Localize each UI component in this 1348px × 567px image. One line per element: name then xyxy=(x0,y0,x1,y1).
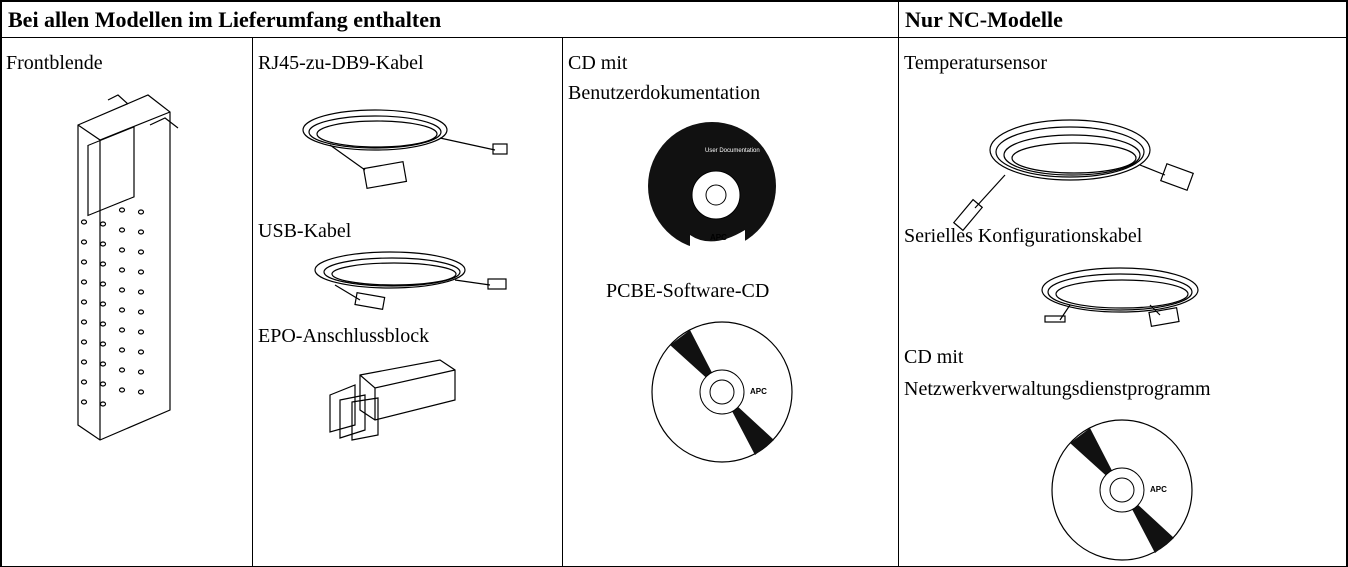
vent-hole xyxy=(80,259,88,265)
vent-hole xyxy=(137,309,145,315)
disc-text: APC xyxy=(750,387,767,396)
rj45-cable-image xyxy=(302,109,508,190)
vent-hole xyxy=(137,369,145,375)
item-label: Frontblende xyxy=(6,52,103,74)
vent-hole xyxy=(80,279,88,285)
vent-hole xyxy=(118,267,126,273)
item-label: Netzwerkverwaltungsdienstprogramm xyxy=(904,378,1211,400)
network-cd-image: APC xyxy=(1051,419,1193,561)
vent-hole xyxy=(118,287,126,293)
vent-hole xyxy=(137,229,145,235)
user-doc-cd-image: User Documentation APC xyxy=(648,122,776,250)
vent-hole xyxy=(118,207,126,213)
vent-hole xyxy=(137,389,145,395)
front-panel-image xyxy=(77,94,179,441)
vent-hole xyxy=(99,321,107,327)
vent-hole xyxy=(137,349,145,355)
vent-hole xyxy=(80,219,88,225)
item-label: EPO-Anschlussblock xyxy=(258,325,430,347)
vent-hole xyxy=(99,341,107,347)
vent-hole xyxy=(99,261,107,267)
serial-cable-image xyxy=(1041,267,1199,328)
vent-hole xyxy=(99,281,107,287)
vent-hole xyxy=(99,301,107,307)
vent-hole xyxy=(80,319,88,325)
vent-hole xyxy=(118,307,126,313)
usb-cable-image xyxy=(314,251,507,311)
item-label: RJ45-zu-DB9-Kabel xyxy=(258,52,424,74)
item-label: Benutzerdokumentation xyxy=(568,82,761,104)
vent-hole xyxy=(137,289,145,295)
vent-hole xyxy=(80,239,88,245)
vent-hole xyxy=(99,381,107,387)
vent-hole xyxy=(80,339,88,345)
vent-hole xyxy=(80,299,88,305)
epo-block-image xyxy=(329,359,456,441)
vent-hole xyxy=(137,249,145,255)
vent-hole xyxy=(118,347,126,353)
vent-hole xyxy=(99,401,107,407)
vent-hole xyxy=(99,361,107,367)
vent-hole xyxy=(118,227,126,233)
pcbe-cd-image: APC xyxy=(651,321,793,463)
vent-hole xyxy=(137,209,145,215)
vent-hole xyxy=(137,329,145,335)
item-label: CD mit xyxy=(904,346,964,368)
item-label: PCBE-Software-CD xyxy=(606,280,770,302)
vent-hole xyxy=(118,367,126,373)
vent-hole xyxy=(118,247,126,253)
temperature-sensor-image xyxy=(952,119,1195,232)
vent-hole xyxy=(80,359,88,365)
item-label: Temperatursensor xyxy=(904,52,1047,74)
vent-hole xyxy=(80,379,88,385)
item-label: USB-Kabel xyxy=(258,220,352,242)
disc-text: User Documentation xyxy=(705,148,760,154)
vent-hole xyxy=(99,221,107,227)
item-label: CD mit xyxy=(568,52,628,74)
disc-text: APC xyxy=(710,233,727,242)
vent-hole xyxy=(99,241,107,247)
disc-text: APC xyxy=(1150,485,1167,494)
vent-hole xyxy=(118,387,126,393)
vent-hole xyxy=(80,399,88,405)
vent-hole xyxy=(137,269,145,275)
vent-hole xyxy=(118,327,126,333)
